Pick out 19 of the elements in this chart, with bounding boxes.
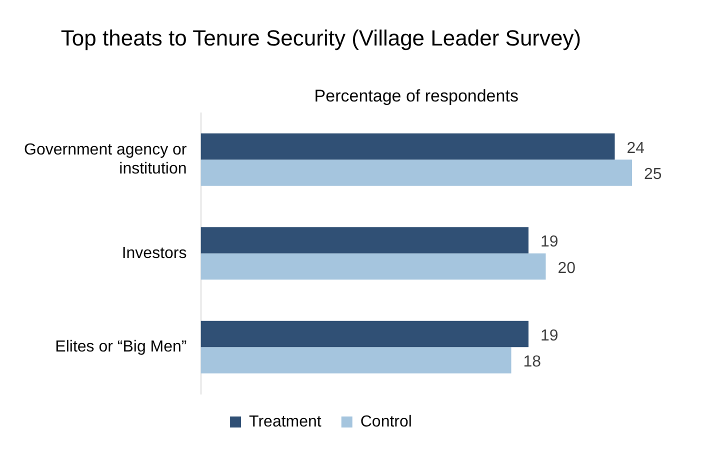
bar	[200, 133, 615, 160]
bar	[200, 253, 546, 280]
data-label: 25	[644, 166, 662, 184]
data-label: 20	[558, 260, 576, 277]
data-label: 24	[626, 140, 645, 157]
bar	[200, 227, 528, 254]
chart-title: Top theats to Tenure Security (Village Leader Survey)	[60, 25, 582, 50]
bar	[200, 160, 632, 186]
legend-label: Treatment	[249, 413, 322, 430]
y-tick-label: Elites or “Big Men”	[55, 338, 187, 356]
legend-label: Control	[360, 413, 412, 430]
data-label: 19	[540, 327, 558, 344]
bar	[200, 320, 528, 348]
data-label: 18	[523, 354, 542, 371]
x-axis-title: Percentage of respondents	[314, 86, 518, 106]
y-tick-label: Government agency or institution	[24, 141, 188, 178]
bar	[200, 347, 512, 374]
y-tick-label: Investors	[122, 244, 187, 262]
data-label: 19	[540, 234, 558, 251]
